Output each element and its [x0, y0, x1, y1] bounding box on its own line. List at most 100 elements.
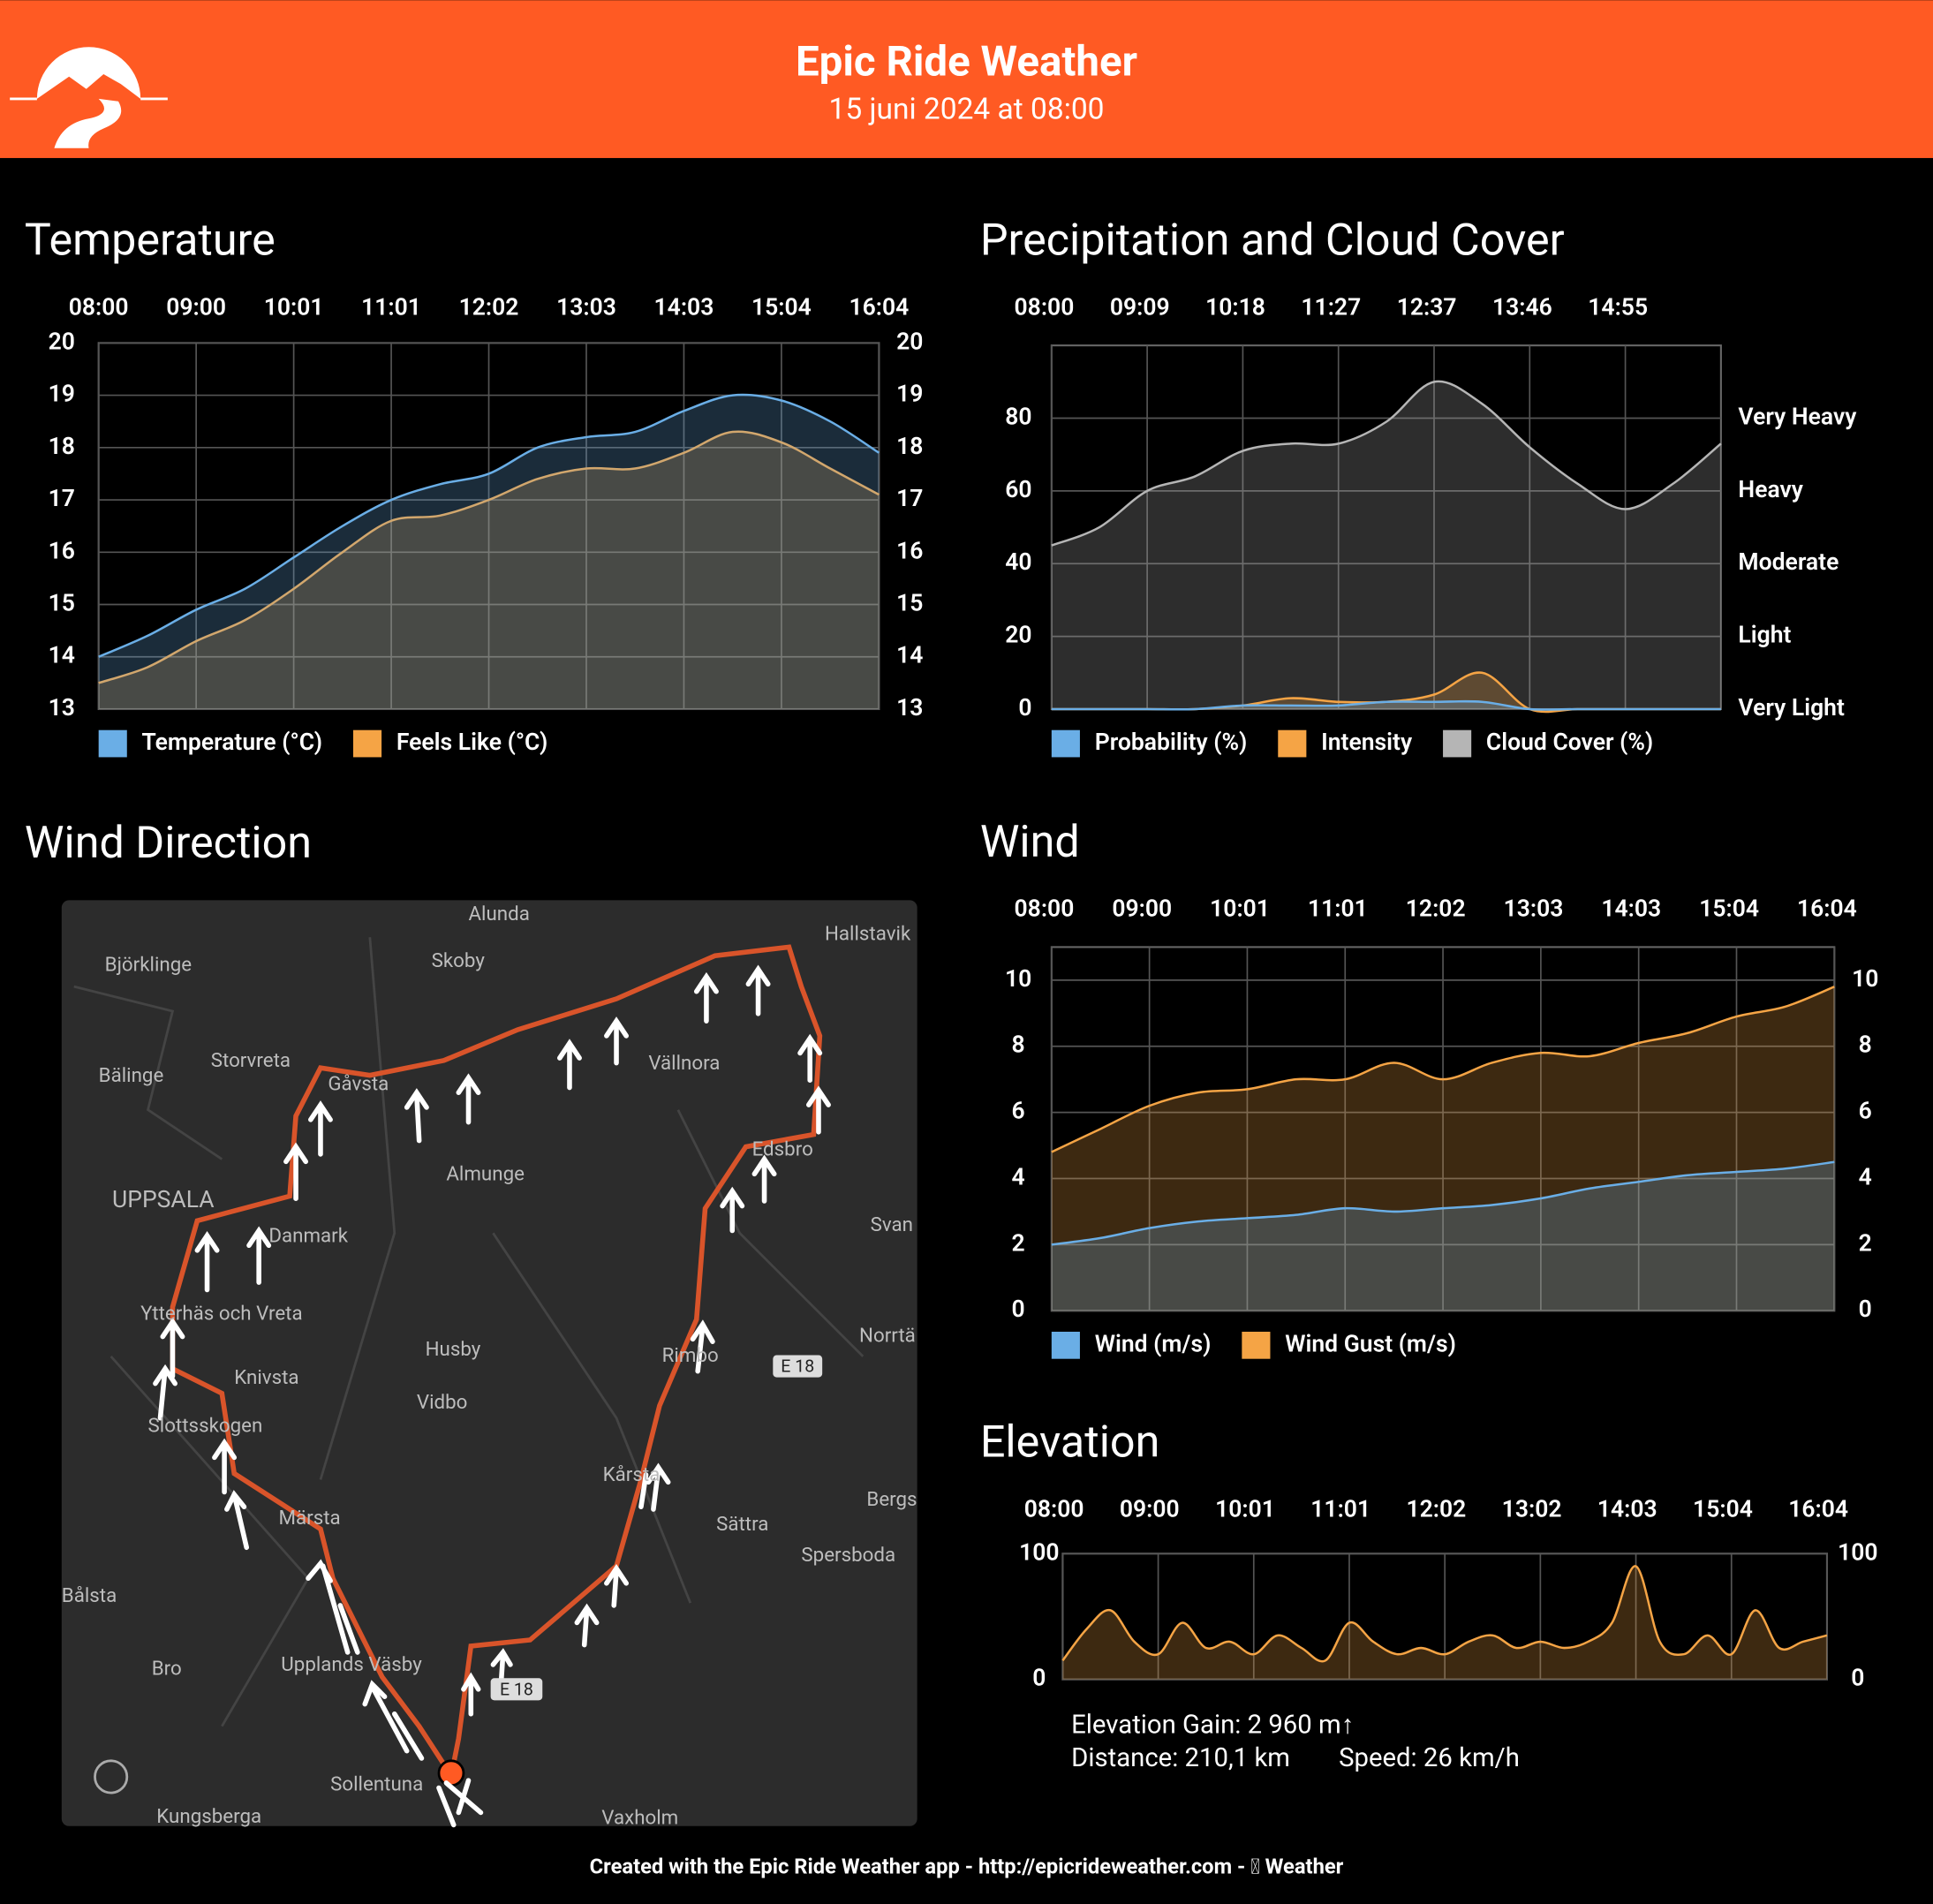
y2-tick-label: Moderate [1738, 548, 1839, 576]
x-tick-label: 12:02 [459, 293, 519, 321]
x-tick-label: 11:27 [1301, 293, 1361, 321]
y2-tick-label: 16 [896, 537, 923, 564]
map-label: Skoby [432, 949, 486, 972]
x-tick-label: 11:01 [1310, 1495, 1370, 1522]
map [61, 900, 917, 1828]
map-label: Danmark [268, 1224, 348, 1247]
y2-tick-label: 14 [896, 642, 923, 669]
legend-label: Wind Gust (m/s) [1285, 1330, 1456, 1357]
x-tick-label: 11:01 [361, 293, 421, 321]
x-tick-label: 15:04 [751, 293, 812, 321]
map-label: Kårsta [603, 1463, 661, 1486]
map-labels: Alunda Hallstavik Björklinge Skoby Storv… [62, 903, 917, 1829]
x-tick-label: 12:02 [1406, 1495, 1466, 1522]
y2-tick-label: 13 [896, 694, 923, 722]
y2-tick-label: 18 [896, 433, 923, 460]
legend-label: Intensity [1321, 729, 1413, 756]
map-label: Bälinge [99, 1064, 164, 1087]
map-label: Storvreta [211, 1049, 291, 1072]
x-tick-label: 13:02 [1502, 1495, 1562, 1522]
map-label: Husby [426, 1338, 481, 1361]
x-tick-label: 08:00 [69, 293, 129, 321]
map-label: Bålsta [62, 1584, 117, 1607]
map-label: Rimbo [662, 1344, 719, 1367]
y2-tick-label: 6 [1859, 1098, 1872, 1125]
map-label: Slottsskogen [148, 1414, 263, 1437]
x-tick-label: 13:03 [556, 293, 616, 321]
y2-tick-label: 17 [896, 485, 923, 512]
series-line [1051, 380, 1722, 547]
y2-tick-label: 0 [1859, 1296, 1872, 1323]
y2-tick-label: Heavy [1738, 476, 1803, 503]
legend-label: Probability (%) [1095, 729, 1248, 756]
legend-label: Wind (m/s) [1095, 1330, 1212, 1357]
y-tick-label: 20 [49, 328, 75, 355]
x-tick-label: 14:03 [1601, 895, 1661, 923]
y-tick-label: 4 [1012, 1163, 1025, 1190]
series-line [1061, 1565, 1828, 1663]
y-tick-label: 100 [1019, 1538, 1059, 1566]
legend-label: Temperature (°C) [142, 729, 323, 756]
x-tick-label: 15:04 [1693, 1495, 1753, 1522]
x-tick-label: 09:00 [1112, 895, 1172, 923]
map-label: Spersboda [801, 1544, 895, 1567]
x-tick-label: 16:04 [1797, 895, 1857, 923]
chart: Wind 08:00 09:00 10:01 11:01 12:02 13:03 14:03 1… [980, 816, 1878, 1359]
map-label: Vällnora [648, 1052, 720, 1075]
chart: Precipitation and Cloud Cover 08:00 09:09 1… [980, 215, 1857, 758]
x-tick-label: 16:04 [849, 293, 909, 321]
y2-tick-label: 10 [1852, 965, 1878, 993]
map-label: Alunda [468, 903, 529, 926]
y2-tick-label: Light [1738, 622, 1791, 649]
y-tick-label: 8 [1012, 1031, 1025, 1059]
y-tick-label: 18 [49, 433, 75, 460]
x-tick-label: 15:04 [1699, 895, 1759, 923]
x-tick-label: 10:01 [1210, 895, 1270, 923]
y-tick-label: 13 [49, 694, 75, 722]
y-tick-label: 14 [49, 642, 75, 669]
map-label: Kungsberga [156, 1805, 261, 1828]
legend-label: Feels Like (°C) [396, 729, 548, 756]
map-label: Norrtä [859, 1324, 916, 1347]
y-tick-label: 20 [1005, 622, 1031, 649]
map-label: Sättra [716, 1513, 768, 1536]
map-label: Björklinge [105, 953, 193, 976]
chart-title: Temperature [25, 215, 276, 267]
map-label: E 18 [781, 1356, 814, 1377]
y-tick-label: 0 [1032, 1665, 1046, 1692]
x-tick-label: 13:46 [1492, 293, 1552, 321]
map-label: E 18 [500, 1679, 533, 1699]
legend-swatch [1443, 729, 1472, 758]
x-tick-label: 09:09 [1110, 293, 1170, 321]
chart-title: Wind [980, 816, 1080, 868]
x-tick-label: 11:01 [1308, 895, 1368, 923]
chart-title: Precipitation and Cloud Cover [980, 215, 1565, 267]
legend-swatch [1278, 729, 1307, 758]
map-label: Vaxholm [601, 1806, 678, 1829]
y2-tick-label: 15 [896, 590, 923, 617]
y-tick-label: 2 [1012, 1229, 1025, 1257]
y-tick-label: 10 [1005, 965, 1031, 993]
x-tick-label: 10:01 [1215, 1495, 1275, 1522]
y-tick-label: 0 [1012, 1296, 1025, 1323]
y-tick-label: 17 [49, 485, 75, 512]
y2-tick-label: 2 [1859, 1229, 1872, 1257]
x-tick-label: 14:55 [1588, 293, 1648, 321]
series-area [1062, 1566, 1827, 1680]
legend-swatch [1242, 1331, 1271, 1359]
x-tick-label: 10:18 [1205, 293, 1265, 321]
y2-tick-label: 20 [896, 328, 923, 355]
y-tick-label: 15 [49, 590, 75, 617]
header-bar [0, 0, 1933, 158]
speed: Speed: 26 km/h [1339, 1743, 1520, 1773]
x-tick-label: 08:00 [1024, 1495, 1084, 1522]
y-tick-label: 19 [49, 381, 75, 408]
y-tick-label: 0 [1018, 694, 1031, 722]
map-label: Knivsta [234, 1366, 298, 1389]
x-tick-label: 08:00 [1015, 895, 1075, 923]
x-tick-label: 12:02 [1406, 895, 1466, 923]
series-area [1051, 672, 1721, 713]
map-label: Märsta [279, 1507, 341, 1530]
map-label: Hallstavik [825, 922, 911, 945]
